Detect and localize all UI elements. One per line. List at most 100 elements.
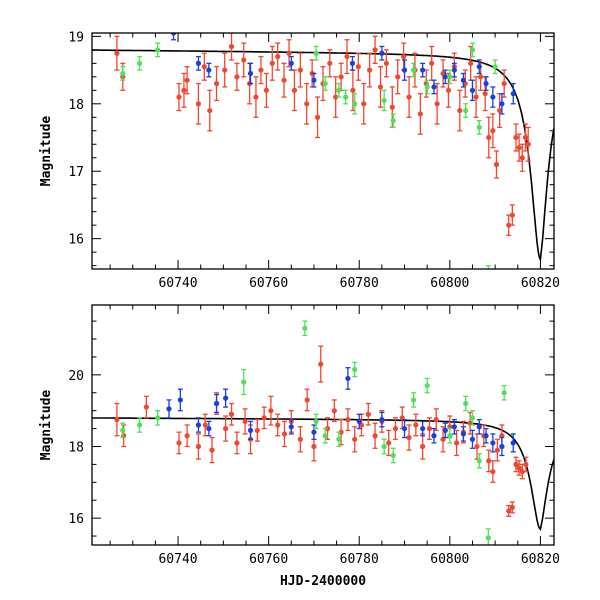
data-point-red (490, 113, 496, 149)
data-point-blue (499, 436, 505, 457)
marker (223, 425, 229, 432)
data-point-red (417, 93, 423, 135)
marker (510, 440, 516, 446)
data-point-red (399, 406, 405, 430)
y-axis-title: Magnitude (39, 390, 54, 461)
marker (286, 50, 292, 56)
data-point-green (336, 431, 342, 448)
marker (379, 50, 385, 56)
marker (442, 74, 448, 80)
marker (501, 390, 507, 396)
marker (352, 101, 358, 107)
marker (490, 440, 496, 446)
marker (247, 70, 254, 77)
marker (390, 452, 396, 459)
data-point-blue (379, 45, 385, 61)
data-point-red (493, 150, 500, 179)
marker (509, 504, 515, 510)
marker (350, 87, 356, 93)
data-point-red (331, 399, 337, 423)
marker (469, 87, 476, 93)
marker (338, 74, 344, 80)
marker (506, 222, 512, 228)
data-point-red (365, 402, 371, 426)
data-point-red (184, 66, 190, 95)
data-point-green (155, 410, 161, 426)
y-tick-label: 20 (68, 369, 84, 384)
marker (247, 427, 254, 433)
data-point-green (476, 453, 482, 469)
x-tick-label: 60820 (521, 552, 560, 567)
data-point-blue (431, 427, 437, 444)
data-point-green (381, 89, 387, 112)
data-point-green (463, 103, 469, 118)
x-tick-label: 60740 (158, 552, 197, 567)
marker (336, 87, 342, 93)
marker (499, 443, 505, 450)
y-tick-label: 16 (68, 233, 84, 248)
data-point-blue (345, 367, 351, 390)
data-point-red (509, 204, 515, 226)
data-point-red (372, 35, 378, 64)
data-point-red (386, 429, 392, 457)
marker (451, 424, 457, 430)
data-point-blue (490, 433, 496, 453)
x-tick-label: 60780 (340, 276, 379, 291)
marker (490, 468, 496, 475)
marker (268, 408, 274, 414)
marker (336, 436, 342, 442)
marker (275, 422, 281, 428)
data-point-blue (476, 418, 482, 435)
marker (476, 64, 482, 70)
marker (343, 94, 349, 100)
marker (482, 91, 488, 97)
data-point-red (355, 52, 361, 81)
marker (447, 74, 453, 80)
data-point-red (268, 395, 274, 426)
data-point-red (202, 413, 208, 437)
data-point-blue (195, 55, 202, 71)
marker (281, 77, 287, 83)
marker (241, 379, 247, 385)
marker (499, 101, 505, 107)
data-point-green (410, 392, 417, 408)
marker (513, 134, 519, 141)
marker (395, 74, 401, 80)
marker (483, 433, 489, 439)
data-point-red (352, 426, 358, 453)
data-point-blue (206, 420, 212, 437)
model-curve (92, 49, 554, 263)
marker (258, 67, 264, 73)
marker (209, 447, 215, 453)
marker (297, 67, 303, 73)
plot-area (92, 320, 554, 545)
data-point-red (176, 82, 182, 112)
marker (509, 212, 515, 218)
marker (463, 400, 469, 407)
x-tick-label: 60780 (340, 552, 379, 567)
data-point-green (336, 82, 342, 98)
data-point-red (143, 395, 149, 419)
marker (304, 101, 310, 107)
data-point-blue (476, 59, 482, 75)
marker (202, 422, 208, 428)
marker (519, 155, 525, 161)
data-point-green (313, 45, 319, 61)
marker (426, 425, 433, 432)
marker (522, 134, 529, 141)
marker (492, 64, 498, 70)
data-point-red (184, 424, 190, 448)
marker (424, 84, 430, 90)
marker (288, 60, 294, 66)
data-point-green (155, 42, 161, 58)
data-point-red (423, 69, 429, 98)
data-point-red (176, 431, 182, 455)
marker (473, 94, 479, 100)
marker (261, 415, 267, 421)
data-point-blue (206, 62, 212, 78)
marker (311, 77, 317, 83)
marker (206, 425, 212, 432)
x-tick-label: 60800 (430, 276, 469, 291)
marker (253, 94, 259, 100)
marker (222, 67, 228, 73)
